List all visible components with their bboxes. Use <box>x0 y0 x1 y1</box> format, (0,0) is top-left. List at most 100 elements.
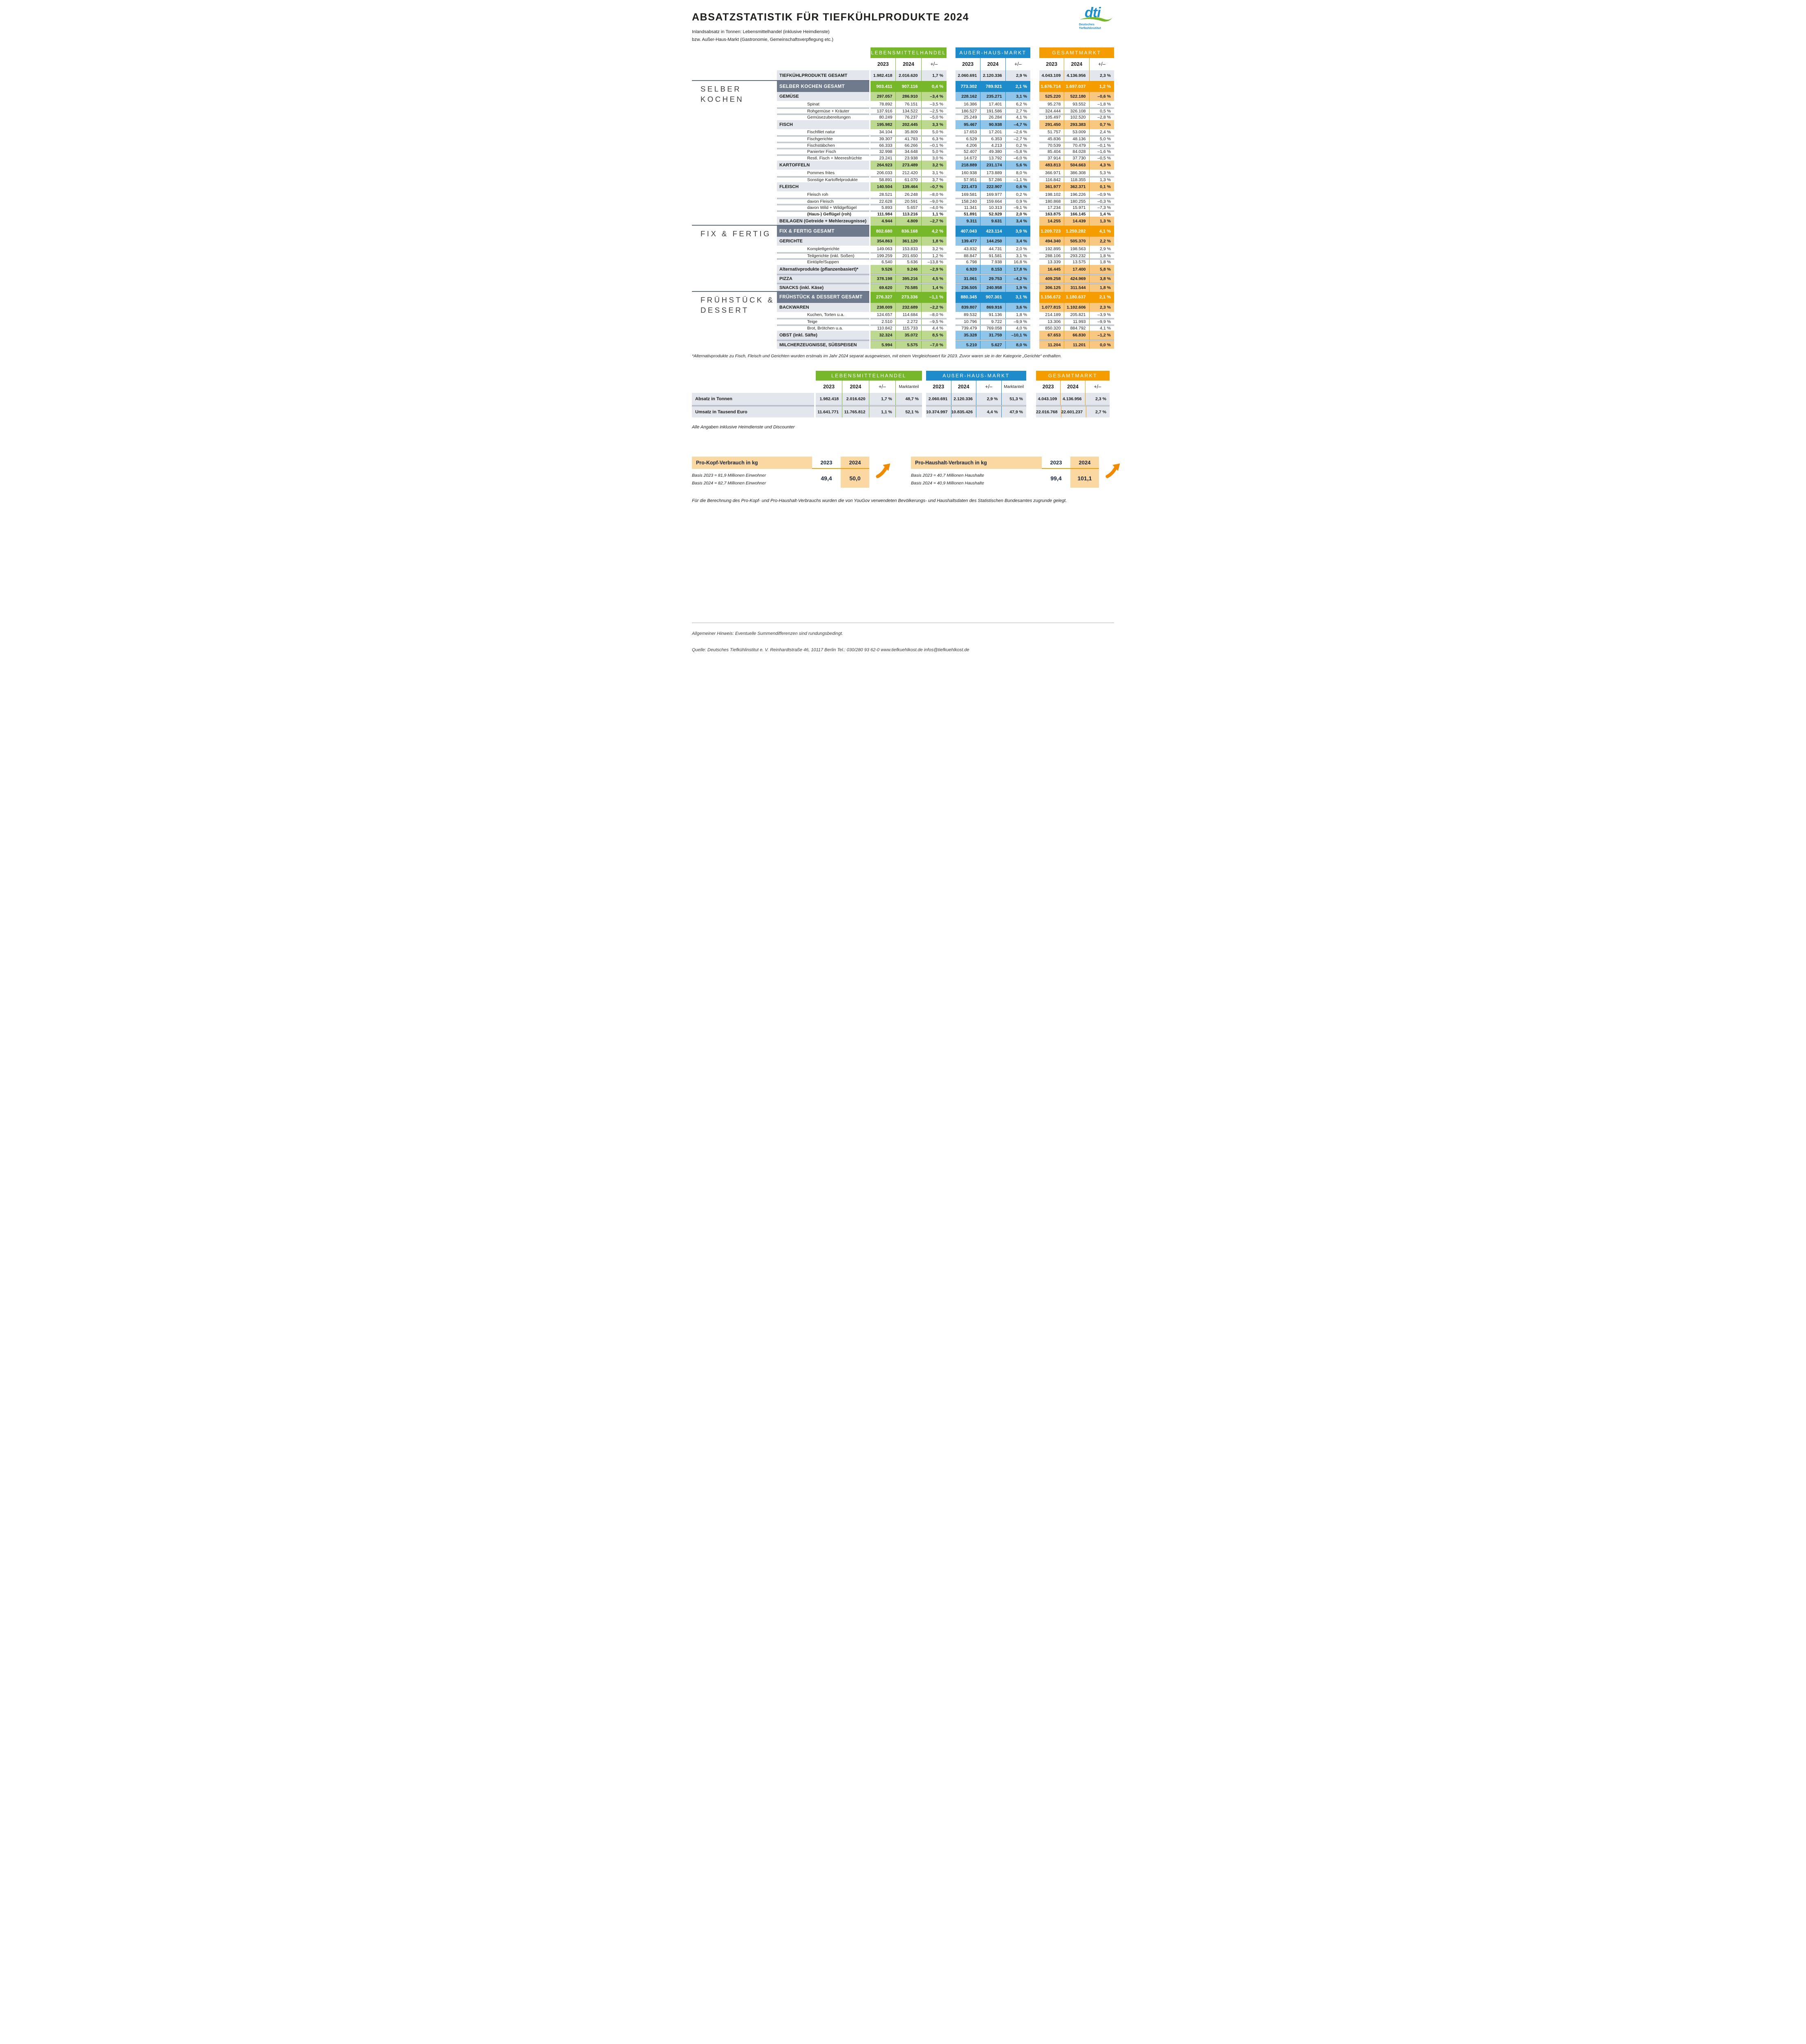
consumption-grid-pro-kopf: Pro-Kopf-Verbrauch in kg 2023 2024 Basis 20… <box>692 457 869 488</box>
rail-spacer <box>692 120 777 129</box>
value-2024: 11.765.812 <box>842 406 869 417</box>
row-label: SNACKS (inkl. Käse) <box>777 282 869 292</box>
gap <box>947 204 956 211</box>
gap <box>1030 142 1039 148</box>
value-diff: –3,5 % <box>921 101 947 108</box>
value-2024: 326.108 <box>1064 108 1089 114</box>
value-2024: 4.213 <box>980 143 1005 148</box>
value-2023: 35.328 <box>956 331 980 340</box>
gap <box>947 92 956 101</box>
value-2024: 134.522 <box>895 108 921 114</box>
value-2024: 166.145 <box>1064 211 1089 217</box>
value-diff: 1,8 % <box>1089 260 1114 265</box>
table-row: Fleisch roh 28.521 26.248 –8,0 % 169.581 169.… <box>692 191 1114 198</box>
value-2023: 6.540 <box>882 260 893 265</box>
gap <box>1030 331 1039 340</box>
value-2023: 14.255 <box>1039 217 1064 226</box>
value-diff: 17,8 % <box>1005 264 1030 274</box>
value-2023: 4.043.109 <box>1036 393 1061 405</box>
value-2023: 2.060.691 <box>926 393 951 405</box>
value-diff: –2,7 % <box>921 217 947 226</box>
value-diff: 4,2 % <box>921 226 947 237</box>
row-label: OBST (inkl. Säfte) <box>777 331 869 340</box>
value-2023: 31.061 <box>956 275 980 283</box>
value-diff: –0,1 % <box>921 143 947 148</box>
value-2024: 57.286 <box>980 177 1005 182</box>
table-row: Panierter Fisch 32.998 34.648 5,0 % 52.407 49… <box>692 148 1114 155</box>
table-row: GERICHTE 354.863 361.120 1,8 % 139.477 144.25… <box>692 237 1114 246</box>
market-share-header: Marktanteil <box>895 381 922 393</box>
row-values-gesamtmarkt: 1.156.672 1.180.637 2,1 % <box>1039 291 1114 303</box>
value-2023: 1.077.815 <box>1039 303 1064 312</box>
value-diff: –1,8 % <box>1089 101 1114 108</box>
value-2023: 1.209.723 <box>1039 226 1064 237</box>
gap <box>947 114 956 120</box>
value-2024: 10.835.426 <box>951 406 976 417</box>
value-2024: 311.544 <box>1064 284 1089 292</box>
section-title-fruehstueck: FRÜHSTÜCK & DESSERT <box>700 296 775 314</box>
market-group-header-lebensmittelhandel: LEBENSMITTELHANDEL <box>816 371 922 381</box>
row-values-gesamtmarkt: 67.653 66.830 –1,2 % <box>1039 331 1114 340</box>
row-values-ausser-haus-markt: 88.847 91.581 3,1 % <box>956 252 1030 258</box>
rail-spacer <box>692 114 777 120</box>
year-header-2024: 2024 <box>980 58 1005 70</box>
value-diff: –0,1 % <box>1089 143 1114 148</box>
value-2024: 1.180.637 <box>1064 291 1089 303</box>
row-label: KARTOFFELN <box>777 161 869 170</box>
value-2024: 9.631 <box>980 217 1005 226</box>
row-values-ausser-haus-markt: 89.532 91.136 1,8 % <box>956 312 1030 318</box>
value-2023: 238.009 <box>871 303 896 312</box>
value-2023: 324.444 <box>1045 108 1061 114</box>
value-2023: 11.341 <box>964 205 977 211</box>
value-2024: 29.753 <box>980 275 1005 283</box>
value-diff: 6,3 % <box>921 137 947 142</box>
gap <box>947 170 956 176</box>
value-2024: 114.684 <box>895 312 921 318</box>
value-2024: 240.958 <box>980 284 1005 292</box>
value-2024: 522.180 <box>1064 92 1089 101</box>
row-values-lebensmittelhandel: 23.241 23.938 3,0 % <box>871 154 947 161</box>
row-values-ausser-haus-markt: 160.938 173.889 8,0 % <box>956 170 1030 176</box>
market-year-headers-ausser-haus-markt: 2023 2024 +/– Marktanteil <box>926 381 1026 393</box>
value-2024: 26.248 <box>895 191 921 198</box>
value-2024: 5.575 <box>895 341 921 349</box>
row-values-ausser-haus-markt: 236.505 240.958 1,9 % <box>956 282 1030 292</box>
gap <box>947 292 956 303</box>
gap <box>1030 258 1039 265</box>
value-2024: 2.016.620 <box>895 70 921 81</box>
row-values-gesamtmarkt: 11.204 11.201 0,0 % <box>1039 340 1114 349</box>
value-diff: –0,3 % <box>1089 199 1114 204</box>
value-diff: 2,7 % <box>1086 406 1110 417</box>
gap <box>1026 405 1036 417</box>
table-row: BEILAGEN (Getreide + Mehlerzeugnisse) 4.9… <box>692 217 1114 226</box>
market-summary-table: LEBENSMITTELHANDEL AUßER-HAUS-MARKT GESAMT… <box>692 371 1114 417</box>
row-label: Gemüsezubereitungen <box>777 114 869 120</box>
value-2023: 903.411 <box>871 81 896 92</box>
gap <box>947 274 956 283</box>
value-2024: 14.439 <box>1064 217 1089 226</box>
value-2024: 273.336 <box>895 291 921 303</box>
value-diff: –9,5 % <box>921 319 947 325</box>
row-values-lebensmittelhandel: 903.411 907.116 0,4 % <box>871 81 947 92</box>
market-row-values-lebensmittelhandel: 11.641.771 11.765.812 1,1 % 52,1 % <box>816 405 922 417</box>
row-values-lebensmittelhandel: 149.063 153.833 3,2 % <box>871 246 947 252</box>
gap <box>1030 47 1039 58</box>
gap <box>1030 246 1039 252</box>
rail-spacer <box>692 70 777 81</box>
gap <box>1030 252 1039 259</box>
value-2024: 169.977 <box>980 191 1005 198</box>
value-2023: 1.676.714 <box>1039 81 1064 92</box>
rail-spacer <box>692 331 777 340</box>
row-values-ausser-haus-markt: 57.951 57.286 –1,1 % <box>956 176 1030 182</box>
table-row: Brot, Brötchen u.a. 110.842 115.733 4,4 % 73… <box>692 324 1114 331</box>
row-label: FLEISCH <box>777 182 869 191</box>
value-2024: 23.938 <box>895 155 921 161</box>
value-2024: 66.830 <box>1064 331 1089 340</box>
gap <box>1030 176 1039 183</box>
row-values-gesamtmarkt: 51.757 53.009 2,4 % <box>1039 129 1114 135</box>
gap <box>947 246 956 252</box>
value-2023: 51.891 <box>964 211 977 217</box>
value-2024: 101,1 <box>1070 469 1099 488</box>
value-2024: 361.120 <box>895 237 921 246</box>
value-diff: –3,4 % <box>921 92 947 101</box>
